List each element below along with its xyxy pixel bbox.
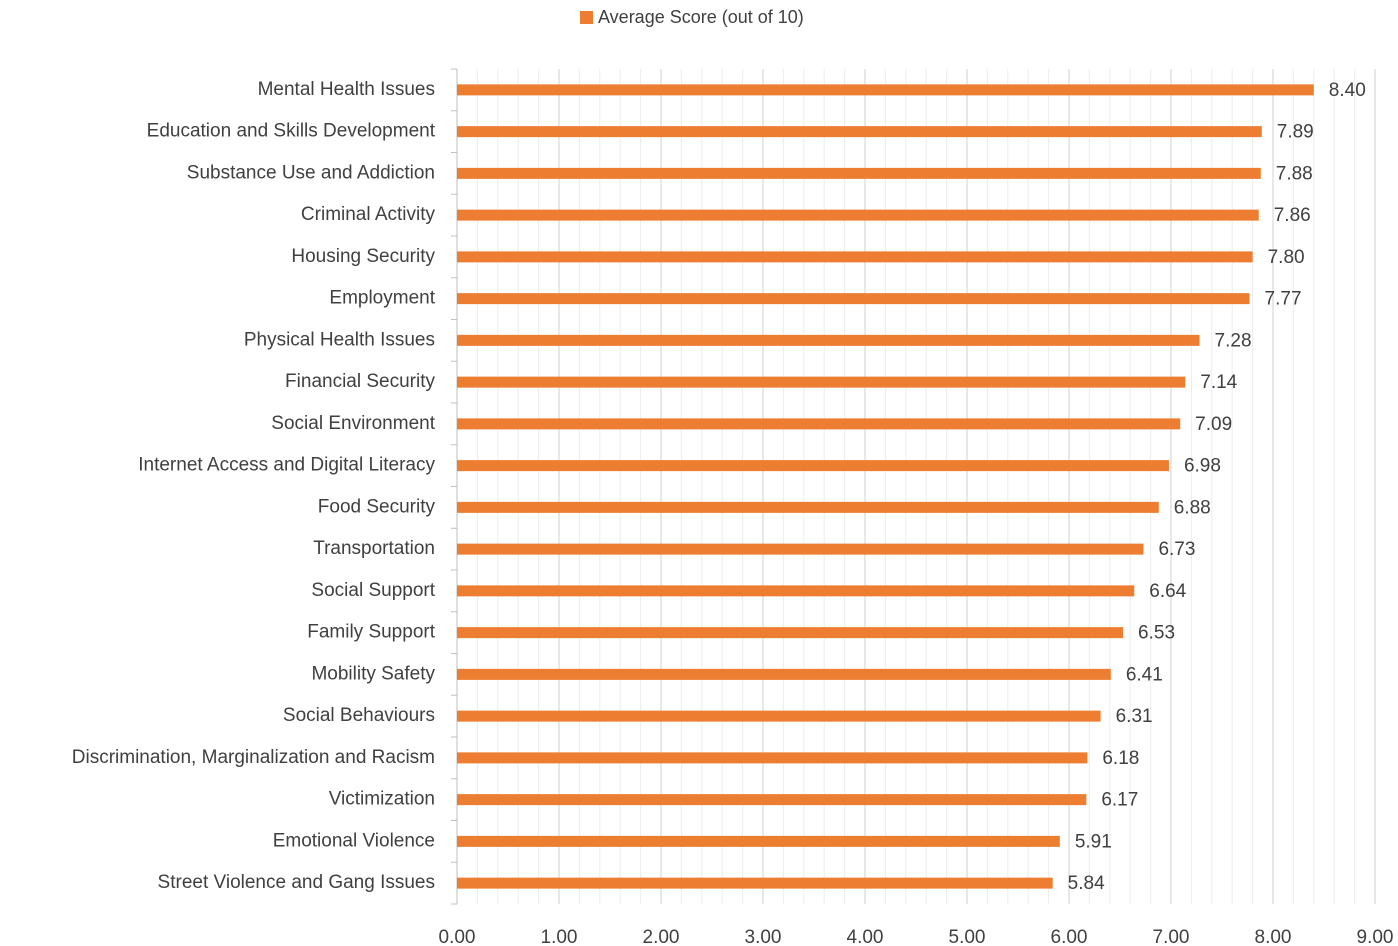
bar <box>457 752 1088 764</box>
data-label: 6.41 <box>1126 664 1163 685</box>
y-tick-label: Social Environment <box>271 413 435 434</box>
y-tick-label: Financial Security <box>285 371 435 392</box>
bar <box>457 251 1253 263</box>
x-tick-label: 3.00 <box>745 927 782 946</box>
data-label: 6.73 <box>1158 539 1195 560</box>
data-label: 7.89 <box>1277 122 1314 143</box>
x-tick-label: 1.00 <box>541 927 578 946</box>
data-label: 6.88 <box>1174 497 1211 518</box>
data-label: 5.91 <box>1075 831 1112 852</box>
data-label: 6.17 <box>1101 790 1138 811</box>
y-tick-label: Social Behaviours <box>283 705 435 726</box>
bar <box>457 126 1262 138</box>
y-tick-label: Criminal Activity <box>301 204 436 225</box>
data-label: 7.86 <box>1274 205 1311 226</box>
bar <box>457 460 1169 472</box>
x-tick-label: 6.00 <box>1051 927 1088 946</box>
bar <box>457 710 1101 722</box>
data-label: 6.64 <box>1149 581 1186 602</box>
y-tick-label: Physical Health Issues <box>244 329 435 350</box>
x-tick-label: 2.00 <box>643 927 680 946</box>
data-label: 7.77 <box>1265 289 1302 310</box>
y-tick-label: Employment <box>329 288 435 309</box>
data-label: 6.53 <box>1138 623 1175 644</box>
bar <box>457 543 1144 555</box>
y-tick-label: Substance Use and Addiction <box>187 162 435 183</box>
bar <box>457 334 1200 346</box>
y-tick-label: Family Support <box>307 622 435 643</box>
bar <box>457 877 1053 889</box>
bar <box>457 376 1186 388</box>
y-tick-label: Mobility Safety <box>311 663 435 684</box>
bar <box>457 167 1261 179</box>
bar <box>457 627 1124 639</box>
y-tick-label: Transportation <box>313 538 435 559</box>
bar <box>457 794 1087 806</box>
x-tick-label: 4.00 <box>847 927 884 946</box>
bar <box>457 835 1060 847</box>
data-label: 6.18 <box>1102 748 1139 769</box>
legend-label: Average Score (out of 10) <box>598 7 804 27</box>
bar <box>457 501 1159 513</box>
y-tick-label: Social Support <box>311 580 435 601</box>
data-label: 7.09 <box>1195 414 1232 435</box>
data-label: 8.40 <box>1329 80 1366 101</box>
x-tick-label: 8.00 <box>1255 927 1292 946</box>
y-tick-label: Street Violence and Gang Issues <box>158 872 435 893</box>
data-label: 7.14 <box>1200 372 1237 393</box>
data-label: 7.88 <box>1276 163 1313 184</box>
y-tick-label: Mental Health Issues <box>258 79 435 100</box>
bar <box>457 668 1111 680</box>
bar <box>457 418 1181 430</box>
data-label: 5.84 <box>1068 873 1105 894</box>
bar <box>457 585 1135 597</box>
x-tick-label: 0.00 <box>439 927 476 946</box>
y-tick-label: Housing Security <box>291 246 435 267</box>
bar <box>457 84 1314 96</box>
y-tick-label: Emotional Violence <box>273 830 435 851</box>
x-tick-label: 5.00 <box>949 927 986 946</box>
legend-swatch <box>580 11 593 24</box>
y-tick-label: Victimization <box>329 789 435 810</box>
x-tick-label: 7.00 <box>1153 927 1190 946</box>
y-tick-label: Discrimination, Marginalization and Raci… <box>72 747 435 768</box>
y-tick-label: Food Security <box>318 496 436 517</box>
data-label: 6.98 <box>1184 456 1221 477</box>
y-tick-label: Education and Skills Development <box>147 121 436 142</box>
bar <box>457 209 1259 221</box>
x-tick-label: 9.00 <box>1357 927 1394 946</box>
data-label: 7.28 <box>1215 330 1252 351</box>
data-label: 6.31 <box>1116 706 1153 727</box>
y-tick-label: Internet Access and Digital Literacy <box>138 455 435 476</box>
data-label: 7.80 <box>1268 247 1305 268</box>
bar <box>457 293 1250 305</box>
